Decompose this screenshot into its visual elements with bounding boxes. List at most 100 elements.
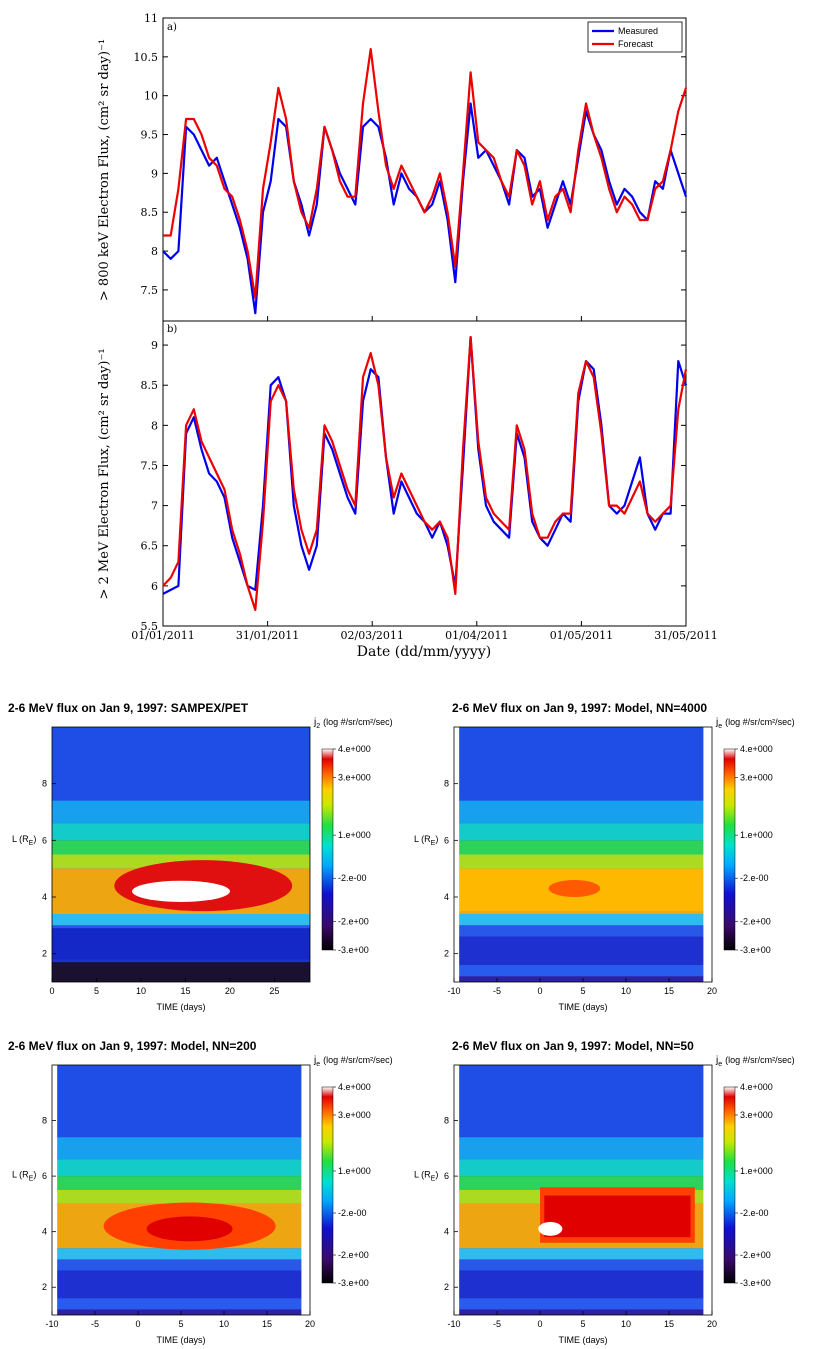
y-tick-label: 6 [444, 1171, 449, 1181]
x-tick-label: 01/04/2011 [445, 629, 508, 642]
panel-a-y-ticks: 7.5 8 8.5 9 9.5 10 10.5 11 [134, 12, 686, 297]
heatmap-title: 2-6 MeV flux on Jan 9, 1997: Model, NN=2… [8, 1039, 257, 1053]
colorbar-label: -3.e+00 [338, 945, 369, 955]
y-tick-label: 9.5 [141, 129, 159, 142]
contour-band [52, 1298, 310, 1310]
y-tick-label: 9 [151, 339, 158, 352]
peak-region [548, 880, 601, 897]
x-tick-label: 5 [178, 1319, 183, 1329]
x-tick-label: 15 [180, 986, 190, 996]
peak-region [146, 1216, 233, 1242]
y-tick-label: 7.5 [141, 459, 159, 472]
heatmap-panel-3: 2-6 MeV flux on Jan 9, 1997: Model, NN=2… [8, 1039, 393, 1345]
x-tick-label: 5 [94, 986, 99, 996]
heatmap-title: 2-6 MeV flux on Jan 9, 1997: SAMPEX/PET [8, 701, 249, 715]
y-tick-label: 4 [42, 1227, 47, 1237]
heatmap-field [454, 727, 712, 982]
colorbar-label: -2.e-00 [338, 873, 367, 883]
contour-band [454, 965, 712, 977]
x-tick-label: -10 [447, 986, 460, 996]
x-tick-label: 20 [707, 986, 717, 996]
no-data-strip [703, 1065, 712, 1315]
colorbar-symbol-sub: e [718, 1061, 722, 1068]
y-axis-label-close: ) [33, 1170, 36, 1180]
y-axis-label-text: L (R [12, 1170, 29, 1180]
colorbar-label: 3.e+000 [740, 773, 773, 783]
colorbar-symbol-sub: e [316, 1061, 320, 1068]
contour-band [52, 1176, 310, 1190]
y-tick-label: 6 [42, 1171, 47, 1181]
contour-band [454, 1259, 712, 1271]
y-tick-label: 2 [444, 949, 449, 959]
contour-band [454, 840, 712, 855]
contour-band [52, 1270, 310, 1299]
colorbar-label: -2.e-00 [740, 1208, 769, 1218]
y-tick-label: 7 [151, 500, 158, 513]
colorbar-title: je (log #/sr/cm²/sec) [715, 717, 795, 730]
y-tick-label: 8 [444, 779, 449, 789]
low-flux-region [52, 962, 310, 982]
y-axis-label-close: ) [435, 834, 438, 844]
x-tick-label: 15 [262, 1319, 272, 1329]
y-axis-label-close: ) [33, 834, 36, 844]
x-tick-label: 10 [621, 986, 631, 996]
series-line-forecast [163, 47, 688, 299]
y-axis-label-close: ) [435, 1170, 438, 1180]
colorbar-label: 4.e+000 [740, 744, 773, 754]
contour-band [52, 1248, 310, 1260]
x-tick-label: 0 [135, 1319, 140, 1329]
x-tick-label: -10 [447, 1319, 460, 1329]
contour-band [454, 925, 712, 937]
heatmap-title: 2-6 MeV flux on Jan 9, 1997: Model, NN=5… [452, 1039, 694, 1053]
colorbar-label: 4.e+000 [740, 1082, 773, 1092]
contour-band [52, 823, 310, 841]
y-tick-label: 11 [144, 12, 158, 25]
no-data-strip [454, 1065, 460, 1315]
x-axis-label: TIME (days) [156, 1335, 205, 1345]
y-axis-label-text: L (R [414, 1170, 431, 1180]
colorbar [321, 1086, 334, 1284]
contour-band [52, 1259, 310, 1271]
y-tick-label: 4 [444, 1227, 449, 1237]
contour-band [454, 936, 712, 965]
x-tick-label: 20 [225, 986, 235, 996]
y-tick-label: 4 [42, 892, 47, 902]
y-axis-label-sub: E [431, 1176, 436, 1183]
contour-band [454, 1065, 712, 1138]
x-tick-label: -5 [91, 1319, 99, 1329]
x-tick-label: 31/05/2011 [654, 629, 717, 642]
colorbar-label: 1.e+000 [740, 830, 773, 840]
contour-band [52, 727, 310, 801]
x-tick-label: 01/05/2011 [550, 629, 613, 642]
colorbar-symbol: j [313, 717, 316, 728]
x-tick-label: 31/01/2011 [236, 629, 299, 642]
colorbar-title: j2 (log #/sr/cm²/sec) [313, 717, 393, 730]
y-tick-label: 10.5 [134, 51, 159, 64]
legend: Measured Forecast [587, 21, 683, 53]
y-tick-label: 4 [444, 892, 449, 902]
colorbar-label: -3.e+00 [740, 945, 771, 955]
colorbar-label: -2.e+00 [338, 916, 369, 926]
heatmap-title: 2-6 MeV flux on Jan 9, 1997: Model, NN=4… [452, 701, 707, 715]
y-tick-label: 8 [42, 779, 47, 789]
x-tick-label: 10 [136, 986, 146, 996]
series-line-forecast [162, 336, 688, 612]
heatmap-field [52, 1065, 310, 1315]
y-axis-label-text: L (R [12, 834, 29, 844]
colorbar-label: -3.e+00 [740, 1278, 771, 1288]
contour-band [52, 840, 310, 855]
y-tick-label: 6 [151, 580, 158, 593]
y-tick-label: 10 [144, 90, 158, 103]
no-data-strip [454, 727, 460, 982]
top-x-axis-label: Date (dd/mm/yyyy) [357, 644, 491, 660]
heatmap-field [454, 1065, 712, 1315]
heatmap-frame [51, 726, 311, 983]
colorbar-label: 1.e+000 [338, 1166, 371, 1176]
colorbar [321, 748, 334, 951]
panel-b-y-axis-label: > 2 MeV Electron Flux, (cm² sr day)⁻¹ [97, 348, 112, 599]
peak-region [544, 1195, 691, 1238]
y-tick-label: 8.5 [141, 206, 159, 219]
colorbar-title: je (log #/sr/cm²/sec) [313, 1055, 393, 1068]
panel-b-lines [162, 336, 688, 612]
